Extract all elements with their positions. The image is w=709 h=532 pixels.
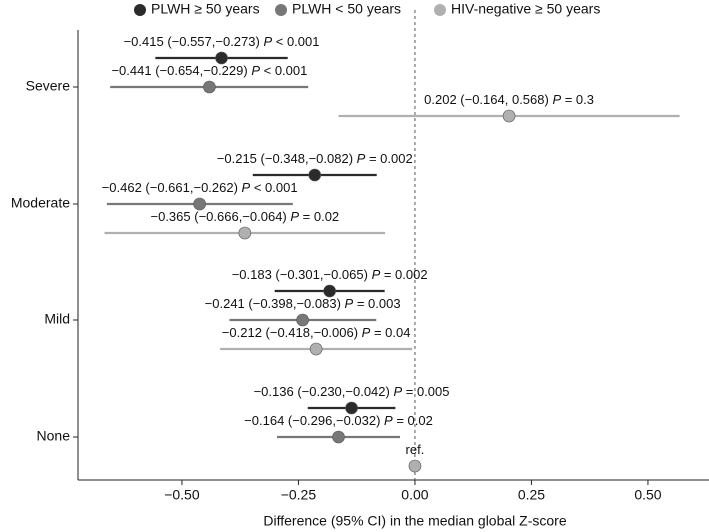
value-label: −0.183 (−0.301,−0.065) P = 0.002 xyxy=(232,267,428,282)
p-symbol: P xyxy=(290,209,299,224)
value-label: 0.202 (−0.164, 0.568) P = 0.3 xyxy=(424,92,594,107)
value-label: −0.415 (−0.557,−0.273) P < 0.001 xyxy=(124,34,320,49)
x-tick-label: −0.50 xyxy=(164,487,200,503)
legend-marker xyxy=(134,4,146,16)
estimate-label: −0.241 (−0.398,−0.083) xyxy=(205,296,345,311)
y-tick-label: Moderate xyxy=(11,195,70,211)
point-estimate xyxy=(323,284,336,298)
value-label: −0.212 (−0.418,−0.006) P = 0.04 xyxy=(222,325,411,340)
estimate-label: −0.183 (−0.301,−0.065) xyxy=(232,267,372,282)
point-estimate xyxy=(215,51,228,65)
point-estimate xyxy=(408,459,422,473)
p-symbol: P xyxy=(251,63,260,78)
y-tick-label: None xyxy=(37,428,71,444)
legend-marker xyxy=(434,4,446,16)
estimate-label: −0.136 (−0.230,−0.042) xyxy=(254,384,394,399)
p-symbol: P xyxy=(263,34,272,49)
p-symbol: P xyxy=(552,92,561,107)
estimate-label: −0.415 (−0.557,−0.273) xyxy=(124,34,264,49)
legend-label: PLWH < 50 years xyxy=(292,1,401,17)
value-label: −0.441 (−0.654,−0.229) P < 0.001 xyxy=(111,63,307,78)
legend-label: HIV-negative ≥ 50 years xyxy=(451,1,600,17)
p-value: < 0.001 xyxy=(272,34,319,49)
point-estimate xyxy=(309,342,323,356)
p-value: < 0.001 xyxy=(260,63,307,78)
p-value: = 0.02 xyxy=(393,413,433,428)
point-estimate xyxy=(332,430,345,444)
x-tick-label: 0.25 xyxy=(518,487,545,503)
legend-label: PLWH ≥ 50 years xyxy=(151,1,260,17)
y-tick-label: Severe xyxy=(26,78,71,94)
x-axis-label: Difference (95% CI) in the median global… xyxy=(263,513,566,529)
x-tick-label: 0.00 xyxy=(401,487,428,503)
point-estimate xyxy=(193,197,206,211)
estimate-label: −0.212 (−0.418,−0.006) xyxy=(222,325,362,340)
p-symbol: P xyxy=(345,296,354,311)
point-estimate xyxy=(502,109,516,123)
estimate-label: −0.164 (−0.296,−0.032) xyxy=(244,413,384,428)
estimate-label: −0.462 (−0.661,−0.262) xyxy=(102,180,242,195)
y-tick-label: Mild xyxy=(44,311,70,327)
x-tick-label: 0.50 xyxy=(634,487,661,503)
p-symbol: P xyxy=(357,151,366,166)
p-value: = 0.3 xyxy=(561,92,594,107)
estimate-label: 0.202 (−0.164, 0.568) xyxy=(424,92,552,107)
p-symbol: P xyxy=(384,413,393,428)
value-label: −0.136 (−0.230,−0.042) P = 0.005 xyxy=(254,384,450,399)
point-estimate xyxy=(238,226,252,240)
value-label: −0.164 (−0.296,−0.032) P = 0.02 xyxy=(244,413,433,428)
estimate-label: −0.365 (−0.666,−0.064) xyxy=(151,209,291,224)
p-value: = 0.04 xyxy=(370,325,410,340)
p-symbol: P xyxy=(393,384,402,399)
point-estimate xyxy=(203,80,216,94)
p-value: = 0.002 xyxy=(365,151,412,166)
p-value: = 0.003 xyxy=(353,296,400,311)
p-value: < 0.001 xyxy=(250,180,297,195)
estimate-label: −0.215 (−0.348,−0.082) xyxy=(217,151,357,166)
p-symbol: P xyxy=(362,325,371,340)
value-label: −0.215 (−0.348,−0.082) P = 0.002 xyxy=(217,151,413,166)
point-estimate xyxy=(308,168,322,182)
p-value: = 0.02 xyxy=(299,209,339,224)
p-value: = 0.005 xyxy=(402,384,449,399)
p-symbol: P xyxy=(242,180,251,195)
point-estimate xyxy=(296,313,309,327)
value-label: −0.241 (−0.398,−0.083) P = 0.003 xyxy=(205,296,401,311)
value-label: −0.365 (−0.666,−0.064) P = 0.02 xyxy=(151,209,340,224)
estimate-label: ref. xyxy=(406,442,425,457)
x-tick-label: −0.25 xyxy=(281,487,317,503)
value-label: ref. xyxy=(406,442,425,457)
p-symbol: P xyxy=(372,267,381,282)
legend-marker xyxy=(275,4,287,16)
value-label: −0.462 (−0.661,−0.262) P < 0.001 xyxy=(102,180,298,195)
p-value: = 0.002 xyxy=(380,267,427,282)
estimate-label: −0.441 (−0.654,−0.229) xyxy=(111,63,251,78)
point-estimate xyxy=(345,401,358,415)
